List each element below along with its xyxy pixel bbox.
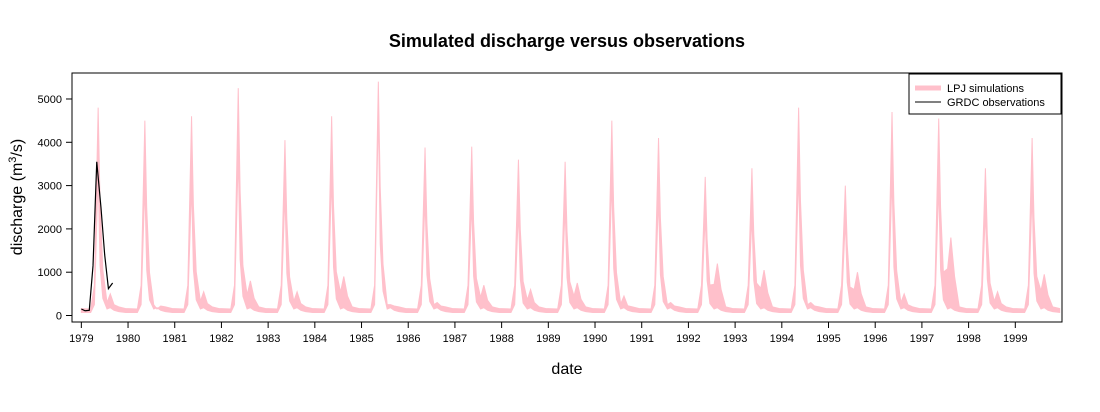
x-tick-label: 1981 bbox=[162, 333, 186, 345]
y-tick-label: 5000 bbox=[38, 94, 62, 106]
x-tick-label: 1992 bbox=[676, 333, 700, 345]
legend: LPJ simulations GRDC observations bbox=[908, 73, 1062, 115]
x-tick-label: 1988 bbox=[489, 333, 513, 345]
legend-box bbox=[908, 73, 1062, 115]
x-tick-label: 1996 bbox=[863, 333, 887, 345]
simulation-band-layer bbox=[80, 81, 1061, 314]
x-tick-label: 1991 bbox=[629, 333, 653, 345]
x-tick-label: 1982 bbox=[209, 333, 233, 345]
x-tick-label: 1989 bbox=[536, 333, 560, 345]
x-tick-label: 1987 bbox=[443, 333, 467, 345]
x-tick-label: 1983 bbox=[256, 333, 280, 345]
y-tick-label: 0 bbox=[56, 311, 62, 323]
x-tick-label: 1995 bbox=[816, 333, 840, 345]
legend-label-lpj: LPJ simulations bbox=[947, 83, 1025, 95]
x-tick-label: 1994 bbox=[770, 333, 794, 345]
x-tick-label: 1984 bbox=[303, 333, 327, 345]
chart-title: Simulated discharge versus observations bbox=[389, 31, 745, 51]
x-tick-label: 1997 bbox=[910, 333, 934, 345]
x-axis: 1979 1980 1981 1982 1983 1984 1985 1986 1987 1988… bbox=[69, 321, 1028, 345]
observation-line-layer bbox=[81, 161, 114, 312]
y-axis-label-superscript: 3 bbox=[7, 157, 19, 163]
y-axis-label-suffix: /s) bbox=[9, 139, 26, 157]
y-axis-label: discharge (m3/s) bbox=[7, 139, 26, 255]
x-tick-label: 1979 bbox=[69, 333, 93, 345]
x-tick-label: 1990 bbox=[583, 333, 607, 345]
y-tick-label: 3000 bbox=[38, 181, 62, 193]
legend-label-grdc: GRDC observations bbox=[947, 97, 1045, 109]
y-axis: 0 1000 2000 3000 4000 5000 bbox=[38, 94, 73, 323]
y-tick-label: 1000 bbox=[38, 267, 62, 279]
x-tick-label: 1999 bbox=[1003, 333, 1027, 345]
x-tick-label: 1985 bbox=[349, 333, 373, 345]
grdc-observation-line bbox=[81, 161, 114, 312]
x-tick-label: 1998 bbox=[956, 333, 980, 345]
y-tick-label: 4000 bbox=[38, 137, 62, 149]
y-tick-label: 2000 bbox=[38, 224, 62, 236]
lpj-simulation-band bbox=[80, 81, 1061, 314]
x-tick-label: 1993 bbox=[723, 333, 747, 345]
x-axis-label: date bbox=[551, 361, 582, 378]
y-axis-label-prefix: discharge (m bbox=[9, 163, 26, 255]
x-tick-label: 1980 bbox=[116, 333, 140, 345]
x-tick-label: 1986 bbox=[396, 333, 420, 345]
